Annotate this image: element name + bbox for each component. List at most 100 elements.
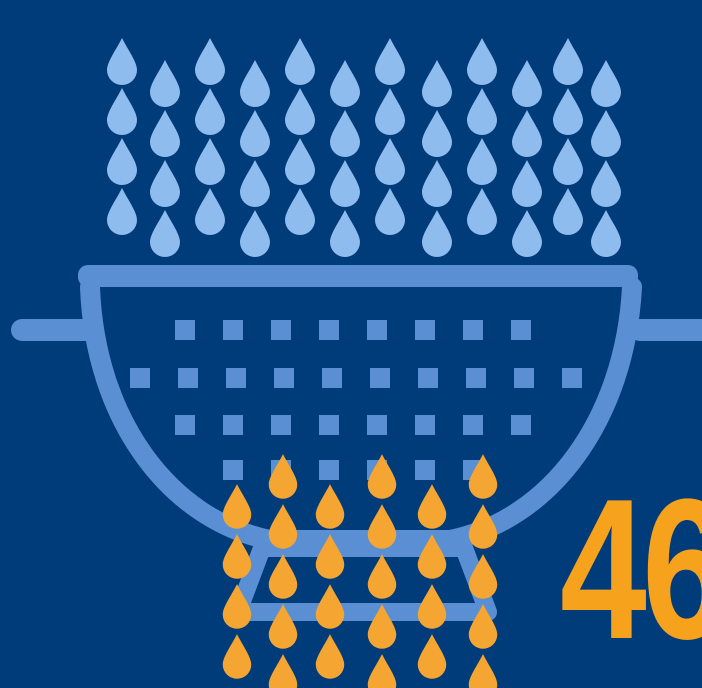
colander-hole (319, 415, 339, 435)
water-drop-icon (375, 138, 405, 185)
water-drop-icon (422, 110, 452, 157)
water-drop-icon (375, 188, 405, 235)
water-drop-icon (330, 210, 360, 257)
colander-hole (514, 368, 534, 388)
water-drop-icon (467, 88, 497, 135)
water-drop-icon (107, 138, 137, 185)
water-drop-icon (422, 60, 452, 107)
water-drops-group (107, 38, 621, 257)
water-drop-icon (195, 38, 225, 85)
water-drop-icon (330, 60, 360, 107)
water-drop-icon (553, 188, 583, 235)
water-drop-icon (591, 60, 621, 107)
water-drop-icon (150, 110, 180, 157)
oil-drop-icon (268, 554, 298, 599)
colander-hole (271, 415, 291, 435)
colander-hole (223, 460, 243, 480)
colander-rim (78, 265, 638, 287)
colander-hole (511, 415, 531, 435)
water-drop-icon (107, 88, 137, 135)
colander-hole (178, 368, 198, 388)
water-drop-icon (240, 210, 270, 257)
water-drop-icon (512, 110, 542, 157)
water-drop-icon (107, 188, 137, 235)
oil-drop-icon (367, 654, 397, 688)
colander-hole (415, 460, 435, 480)
colander-hole (367, 320, 387, 340)
water-drop-icon (422, 210, 452, 257)
colander-hole (322, 368, 342, 388)
oil-drops-group (222, 454, 498, 688)
water-drop-icon (330, 110, 360, 157)
oil-drop-icon (315, 484, 345, 529)
water-drop-icon (285, 88, 315, 135)
water-drop-icon (422, 160, 452, 207)
colander-hole (319, 320, 339, 340)
water-drop-icon (553, 88, 583, 135)
oil-drop-icon (222, 484, 252, 529)
colander-hole (415, 415, 435, 435)
oil-drop-icon (268, 654, 298, 688)
water-drop-icon (467, 38, 497, 85)
water-drop-icon (591, 160, 621, 207)
oil-drop-icon (367, 504, 397, 549)
oil-drop-icon (315, 634, 345, 679)
water-drop-icon (467, 188, 497, 235)
water-drop-icon (240, 160, 270, 207)
colander-hole (223, 320, 243, 340)
oil-drop-icon (468, 654, 498, 688)
oil-drop-icon (367, 554, 397, 599)
water-drop-icon (107, 38, 137, 85)
water-drop-icon (375, 88, 405, 135)
water-drop-icon (240, 110, 270, 157)
oil-drop-icon (417, 484, 447, 529)
oil-drop-icon (315, 584, 345, 629)
colander-hole (175, 320, 195, 340)
water-drop-icon (553, 138, 583, 185)
oil-drop-icon (468, 504, 498, 549)
water-drop-icon (512, 60, 542, 107)
colander-hole (418, 368, 438, 388)
colander-hole (274, 368, 294, 388)
water-drop-icon (150, 60, 180, 107)
water-drop-icon (285, 38, 315, 85)
colander-hole (175, 415, 195, 435)
colander-hole (271, 320, 291, 340)
water-drop-icon (512, 210, 542, 257)
water-drop-icon (195, 188, 225, 235)
oil-drop-icon (417, 634, 447, 679)
colander-hole (562, 368, 582, 388)
colander-hole (226, 368, 246, 388)
colander-hole (370, 368, 390, 388)
colander-hole (511, 320, 531, 340)
water-drop-icon (512, 160, 542, 207)
colander-hole (367, 415, 387, 435)
oil-drop-icon (268, 504, 298, 549)
water-drop-icon (330, 160, 360, 207)
water-drop-icon (150, 160, 180, 207)
water-drop-icon (591, 210, 621, 257)
water-drop-icon (150, 210, 180, 257)
colander-holes (130, 320, 582, 480)
water-drop-icon (195, 88, 225, 135)
water-drop-icon (553, 38, 583, 85)
colander-bowl (80, 277, 642, 550)
oil-drop-icon (222, 634, 252, 679)
colander-hole (319, 460, 339, 480)
water-drop-icon (240, 60, 270, 107)
colander-hole (466, 368, 486, 388)
water-drop-icon (375, 38, 405, 85)
water-drop-icon (285, 138, 315, 185)
oil-drop-icon (417, 584, 447, 629)
water-drop-icon (467, 138, 497, 185)
stat-number: 46 (560, 458, 702, 681)
water-drop-icon (591, 110, 621, 157)
water-drop-icon (285, 188, 315, 235)
colander-hole (130, 368, 150, 388)
colander-hole (223, 415, 243, 435)
water-drop-icon (195, 138, 225, 185)
colander-hole (415, 320, 435, 340)
colander-hole (463, 320, 483, 340)
